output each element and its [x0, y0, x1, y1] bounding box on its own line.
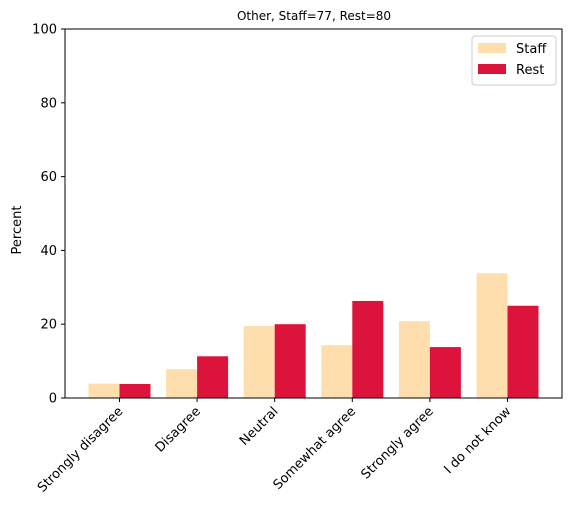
bar-rest-5 — [430, 347, 461, 398]
bar-rest-6 — [508, 306, 539, 398]
legend-swatch-rest — [478, 64, 506, 74]
bar-rest-1 — [120, 384, 151, 398]
plot-area: 0 20 40 60 80 100 Strongly disagree Disagree Neu… — [32, 23, 538, 496]
x-tick-label: Neutral — [237, 404, 282, 449]
x-tick-label: Strongly agree — [359, 404, 437, 482]
y-tick-label: 40 — [40, 244, 57, 259]
bar-staff-1 — [89, 384, 120, 398]
legend-swatch-staff — [478, 43, 506, 53]
y-tick-label: 20 — [40, 318, 57, 333]
bar-staff-6 — [477, 273, 508, 398]
legend: Staff Rest — [472, 36, 556, 85]
bar-rest-4 — [352, 301, 383, 398]
bar-staff-3 — [244, 326, 275, 398]
x-tick-label: Somewhat agree — [271, 404, 360, 493]
x-tick-label: Disagree — [153, 404, 204, 455]
legend-label-staff: Staff — [516, 42, 547, 57]
y-tick-label: 60 — [40, 170, 57, 185]
bar-rest-2 — [197, 356, 228, 398]
y-tick-label: 80 — [40, 96, 57, 111]
y-axis-label: Percent — [10, 206, 25, 255]
y-tick-label: 100 — [32, 23, 57, 38]
chart-title: Other, Staff=77, Rest=80 — [237, 9, 391, 23]
x-tick-label: I do not know — [441, 404, 514, 477]
y-tick-label: 0 — [49, 392, 57, 407]
bar-staff-2 — [166, 369, 197, 398]
bar-staff-4 — [321, 345, 352, 398]
x-tick-label: Strongly disagree — [35, 404, 126, 495]
bar-staff-5 — [399, 321, 430, 398]
legend-label-rest: Rest — [516, 63, 544, 78]
bar-rest-3 — [275, 324, 306, 398]
